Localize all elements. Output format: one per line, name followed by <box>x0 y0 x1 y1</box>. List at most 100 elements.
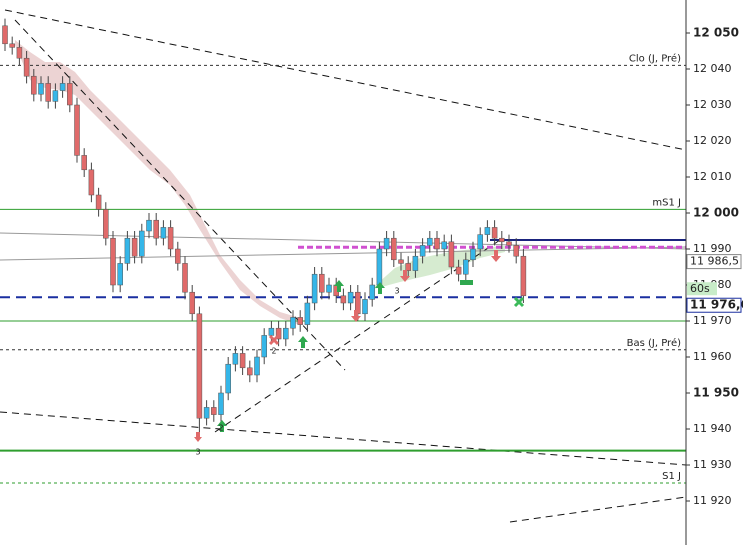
candle-body <box>311 273 318 304</box>
candle-body <box>491 227 498 239</box>
trend-line <box>0 411 687 466</box>
candle-body <box>254 356 260 376</box>
trend-line <box>4 9 687 151</box>
trend-line <box>509 496 687 523</box>
candle-body <box>398 259 404 264</box>
candle-body <box>175 248 181 264</box>
y-tick-label: 12 010 <box>693 170 732 183</box>
candle-body <box>45 83 51 102</box>
candle-body <box>268 327 275 336</box>
signal-count: 2 <box>271 347 276 356</box>
candle-body <box>455 266 462 275</box>
candle-body <box>88 169 95 196</box>
candle-body <box>520 255 527 297</box>
candle-body <box>297 317 303 325</box>
candle-body <box>153 219 159 239</box>
y-tick-label: 11 930 <box>693 458 732 471</box>
candle-body <box>463 259 469 275</box>
candle-body <box>182 263 188 293</box>
signal-count: 2 <box>218 424 223 433</box>
y-tick-label: 12 000 <box>693 206 739 220</box>
candle-body <box>419 245 426 257</box>
candle-body <box>477 234 483 250</box>
y-tick-label: 11 990 <box>693 242 732 255</box>
price-tag-label: 11 976,6 <box>690 298 743 312</box>
candle-body <box>74 104 80 156</box>
candle-body <box>470 248 476 261</box>
candle-body <box>131 237 138 257</box>
candle-body <box>499 237 505 243</box>
candle-body <box>67 83 73 106</box>
candle-body <box>506 241 512 246</box>
candle-body <box>362 299 368 315</box>
candle-body <box>196 313 203 419</box>
x-marker <box>513 296 525 308</box>
up-arrow <box>298 336 308 348</box>
price-tag-box <box>686 254 742 270</box>
candle-body <box>239 353 246 369</box>
candle-body <box>59 83 66 91</box>
x-marker <box>268 334 280 346</box>
signals <box>194 250 525 442</box>
up-arrow <box>375 282 385 294</box>
candle-body <box>326 284 332 293</box>
down-arrow <box>351 310 361 322</box>
level-label: mS1 J <box>652 197 681 208</box>
candle-body <box>23 57 30 77</box>
candle-body <box>81 155 87 171</box>
candle-body <box>434 237 440 250</box>
candle-body <box>9 43 15 48</box>
candle-body <box>275 327 282 340</box>
candle-body <box>146 219 152 232</box>
flat-marker <box>460 280 473 285</box>
candle-body <box>139 230 145 257</box>
candle-body <box>376 248 383 286</box>
candle-body <box>95 194 102 210</box>
y-tick-label: 11 960 <box>693 350 732 363</box>
candle-body <box>211 407 217 415</box>
candle-body <box>232 353 239 365</box>
candle-body <box>347 291 354 304</box>
candle-body <box>405 263 411 271</box>
candle-body <box>110 237 116 286</box>
down-arrow <box>491 250 501 262</box>
candle-body <box>513 245 519 257</box>
level-label: Bas (J, Pré) <box>627 337 681 349</box>
signal-count: 3 <box>195 448 200 457</box>
price-tag-box <box>686 297 742 313</box>
candle-body <box>189 291 195 315</box>
candle-body <box>117 263 123 286</box>
candle-body <box>16 47 23 59</box>
candle-body <box>340 295 347 304</box>
level-label: S1 J <box>662 471 681 482</box>
trend-line <box>14 19 346 371</box>
level-label: Clo (J, Pré) <box>629 52 681 64</box>
candle-body <box>103 209 109 239</box>
candle-body <box>261 335 267 358</box>
timeframe-label: 60s <box>690 282 710 295</box>
down-arrow <box>400 270 410 282</box>
timeframe-box <box>687 282 717 296</box>
up-arrow <box>217 420 227 432</box>
candle-body <box>441 241 447 250</box>
candle-body <box>247 367 253 376</box>
y-tick-label: 12 030 <box>693 98 732 111</box>
signal-count: 3 <box>394 287 399 296</box>
down-arrow <box>194 432 202 442</box>
candle-body <box>427 237 433 246</box>
candle-body <box>218 392 224 415</box>
candle-body <box>225 363 231 394</box>
y-tick-label: 11 950 <box>693 386 739 400</box>
candle-body <box>2 25 8 45</box>
candle-body <box>383 237 390 250</box>
candle-body <box>124 237 131 264</box>
y-tick-label: 11 970 <box>693 314 732 327</box>
candle-body <box>484 227 491 235</box>
candle-body <box>304 302 311 325</box>
candle-body <box>319 273 325 293</box>
trend-line <box>214 239 501 433</box>
candle-body <box>290 317 296 329</box>
y-tick-label: 11 940 <box>693 422 732 435</box>
